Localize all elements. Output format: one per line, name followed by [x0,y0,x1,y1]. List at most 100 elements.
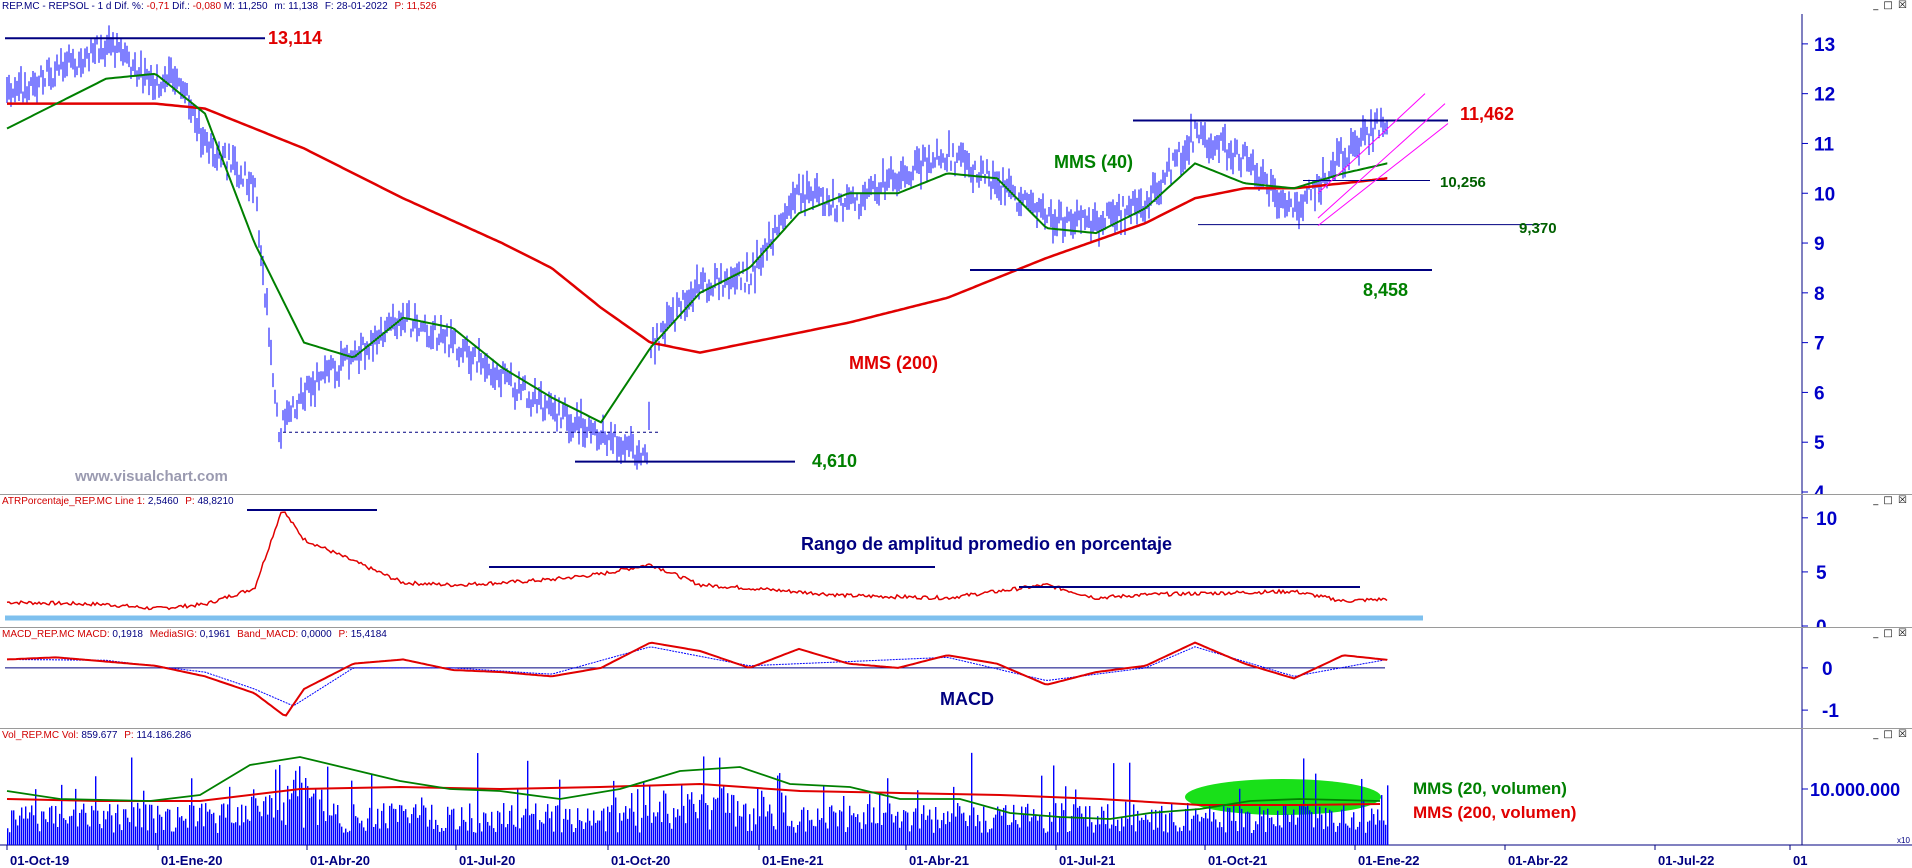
volume-bars [7,752,1389,845]
volume-bar [303,827,305,845]
volume-bar [89,826,91,845]
volume-bar [605,831,607,845]
volume-bar [397,821,399,845]
volume-bar [221,804,223,845]
volume-panel[interactable]: Vol_REP.MC Vol: 859.677 P: 114.186.286 _… [0,728,1912,868]
price-chart[interactable]: 4 5 6 7 8 9 10 11 12 13 13,114 11,462 10,256 9,370 8,4… [0,0,1912,494]
volume-bar [707,805,709,845]
volume-bar [1009,824,1011,845]
volume-bar [629,808,631,845]
volume-bar [1319,806,1321,845]
volume-bar [689,799,691,845]
volume-bar [565,808,567,845]
volume-bar [955,816,957,845]
volume-bar [903,810,905,845]
volume-bar [185,818,187,845]
volume-bar [615,797,617,845]
volume-bar [923,805,925,845]
volume-bar [515,826,517,845]
volume-bar [981,832,983,845]
volume-bar [1289,821,1291,845]
price-window-buttons[interactable]: _ □ ☒ [1873,0,1908,11]
volume-window-buttons[interactable]: _ □ ☒ [1873,729,1908,740]
volume-bar [391,803,393,845]
volume-bar [549,818,551,845]
volume-bar [649,785,651,845]
volume-bar [901,821,903,845]
volume-bar [121,830,123,845]
volume-bar [119,824,121,845]
macd-panel[interactable]: MACD_REP.MC MACD: 0,1918 MediaSIG: 0,196… [0,627,1912,729]
volume-bar [377,808,379,845]
volume-bar [1017,824,1019,845]
volume-bar [369,807,371,845]
volume-bar [577,808,579,845]
volume-bar [687,794,689,845]
channel-line-upper [1317,103,1446,219]
volume-bar [855,816,857,845]
volume-bar [753,808,755,845]
volume-bar [873,807,875,845]
macd-chart[interactable]: -1 0 MACD [0,628,1912,729]
label-11462: 11,462 [1460,104,1514,124]
volume-bar [1213,812,1215,845]
volume-bar [711,810,713,845]
volume-bar [1351,817,1353,845]
volume-bar [407,817,409,845]
volume-bar [433,828,435,845]
atr-y-tick-label: 10 [1816,509,1837,530]
volume-bar [63,818,65,845]
volume-bar [233,823,235,845]
volume-bar [251,796,253,845]
volume-bar [915,808,917,845]
volume-bar [201,803,203,845]
volume-bar [677,809,679,845]
volume-bar [599,820,601,845]
volume-bar [1193,815,1195,845]
volume-bar [319,799,321,845]
atr-window-buttons[interactable]: _ □ ☒ [1873,495,1908,506]
volume-bar [957,803,959,845]
volume-bar [759,816,761,845]
volume-bar [307,786,309,845]
volume-bar [305,778,307,845]
volume-bar [909,831,911,845]
volume-bar [607,806,609,845]
macd-header-label: MACD_REP.MC MACD: [2,629,110,640]
atr-chart[interactable]: 0 5 10 Rango de amplitud promedio en porcen… [0,495,1912,628]
volume-bar [671,828,673,845]
volume-bar [167,808,169,845]
volume-bar [205,803,207,845]
volume-bar [363,827,365,845]
volume-bar [141,827,143,845]
volume-bar [637,789,639,845]
volume-bar [1239,788,1241,845]
volume-bar [719,757,721,845]
volume-bar [893,822,895,845]
volume-bar [1293,809,1295,845]
price-panel[interactable]: REP.MC - REPSOL - 1 d Dif. %: -0,71 Dif.… [0,0,1912,494]
volume-bar [827,828,829,845]
volume-bar [809,820,811,845]
volume-bar [237,807,239,845]
volume-bar [155,832,157,845]
volume-bar [865,824,867,845]
volume-bar [775,829,777,845]
volume-bar [393,808,395,845]
volume-bar [571,824,573,845]
volume-bar [431,804,433,845]
volume-bar [1125,801,1127,845]
volume-bar [1291,814,1293,845]
volume-bar [183,820,185,845]
volume-bar [33,815,35,845]
volume-bar [327,766,329,845]
volume-bar [703,756,705,845]
volume-chart[interactable]: 10.000.000 x10 MMS (20, volumen) MMS (200, … [0,729,1912,868]
volume-bar [1049,812,1051,845]
volume-bar [1309,810,1311,845]
macd-sig-value: 0,1961 [199,629,231,640]
atr-panel[interactable]: ATRPorcentaje_REP.MC Line 1: 2,5460 P: 4… [0,494,1912,628]
macd-window-buttons[interactable]: _ □ ☒ [1873,628,1908,639]
min-label: m: [274,1,286,12]
volume-bar [617,832,619,845]
